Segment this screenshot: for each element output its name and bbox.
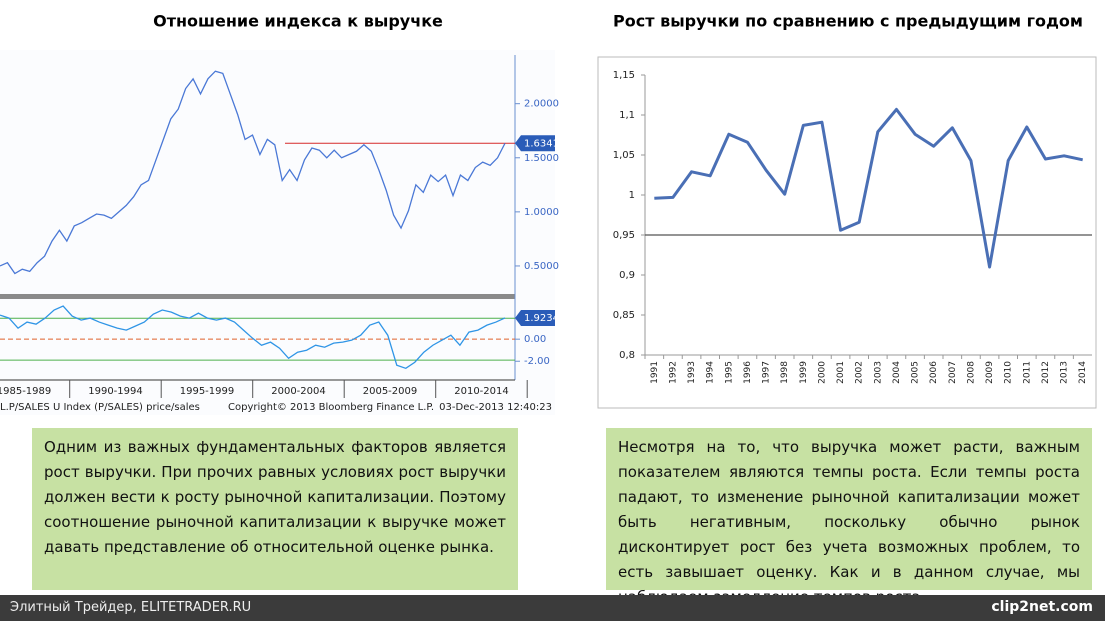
- footer-text: 03-Dec-2013 12:40:23: [439, 402, 552, 413]
- chart-title: Отношение индекса к выручке: [153, 12, 443, 31]
- x-tick-label: 1999: [799, 361, 809, 384]
- x-tick-label: 1993: [687, 361, 697, 384]
- x-tick-label: 2014: [1078, 361, 1088, 384]
- y-tick-label: 1,15: [613, 70, 635, 81]
- panel-separator: [0, 294, 515, 299]
- x-tick-label: 2005: [911, 361, 921, 384]
- x-tick-label: 1998: [780, 361, 790, 384]
- x-period-label: 1990-1994: [88, 386, 143, 397]
- footer-text: Copyright© 2013 Bloomberg Finance L.P.: [228, 402, 434, 413]
- x-tick-label: 2012: [1041, 361, 1051, 384]
- x-tick-label: 1996: [743, 361, 753, 384]
- x-tick-label: 2013: [1060, 361, 1070, 384]
- x-tick-label: 1997: [762, 361, 772, 384]
- x-tick-label: 2004: [892, 361, 902, 384]
- footer-text: Элитный Трейдер, ELITETRADER.RU: [10, 600, 252, 615]
- x-tick-label: 1991: [650, 361, 660, 384]
- chart-title: Рост выручки по сравнению с предыдущим г…: [613, 12, 1083, 31]
- x-period-label: 2010-2014: [454, 386, 509, 397]
- y-tick-label: 0.5000: [524, 261, 559, 272]
- x-period-label: 1985-1989: [0, 386, 51, 397]
- y-tick-label: 2.0000: [524, 99, 559, 110]
- footer-text: L.P/SALES U Index (P/SALES) price/sales: [0, 402, 200, 413]
- x-tick-label: 2011: [1022, 361, 1032, 384]
- logo: clip2net.com: [991, 599, 1093, 615]
- x-tick-label: 2009: [985, 361, 995, 384]
- right-chart-frame: [597, 56, 1097, 409]
- y-tick-label: 1,1: [619, 110, 635, 121]
- y-tick-label: 0,8: [619, 350, 635, 361]
- y-tick-label: 0.00: [524, 334, 546, 345]
- x-tick-label: 1995: [724, 361, 734, 384]
- x-tick-label: 2002: [855, 361, 865, 384]
- right-note: Несмотря на то, что выручка может расти,…: [606, 428, 1092, 606]
- y-tick-label: 1.0000: [524, 207, 559, 218]
- y-tick-label: 1,05: [613, 150, 635, 161]
- left-chart-bg: [0, 50, 555, 415]
- series-line: [654, 107, 1084, 269]
- x-period-label: 1995-1999: [180, 386, 235, 397]
- x-tick-label: 1994: [706, 361, 716, 384]
- y-tick-label: 0,95: [613, 230, 635, 241]
- last-value-marker: [515, 309, 555, 326]
- x-tick-label: 2006: [929, 361, 939, 384]
- y-tick-label: 0,9: [619, 270, 635, 281]
- footer-bar: Элитный Трейдер, ELITETRADER.RU clip2net…: [0, 595, 1105, 621]
- charts: Отношение индекса к выручке Рост выручки…: [0, 12, 1097, 415]
- x-period-label: 2000-2004: [271, 386, 326, 397]
- left-note: Одним из важных фундаментальных факторов…: [32, 428, 518, 590]
- y-tick-label: 1: [629, 190, 635, 201]
- y-tick-label: 1.5000: [524, 153, 559, 164]
- x-period-label: 2005-2009: [363, 386, 418, 397]
- series-line: [0, 70, 506, 275]
- x-tick-label: 2008: [966, 361, 976, 384]
- series-line: [0, 305, 506, 370]
- y-tick-label: -2.00: [524, 356, 550, 367]
- last-value-marker: [515, 135, 555, 152]
- x-tick-label: 2010: [1004, 361, 1014, 384]
- x-tick-label: 2003: [873, 361, 883, 384]
- x-tick-label: 2007: [948, 361, 958, 384]
- x-tick-label: 2000: [817, 361, 827, 384]
- x-tick-label: 2001: [836, 361, 846, 384]
- y-tick-label: 0,85: [613, 310, 635, 321]
- last-value-label: 1.9234: [524, 313, 559, 324]
- last-value-label: 1.6341: [524, 138, 559, 149]
- x-tick-label: 1992: [668, 361, 678, 384]
